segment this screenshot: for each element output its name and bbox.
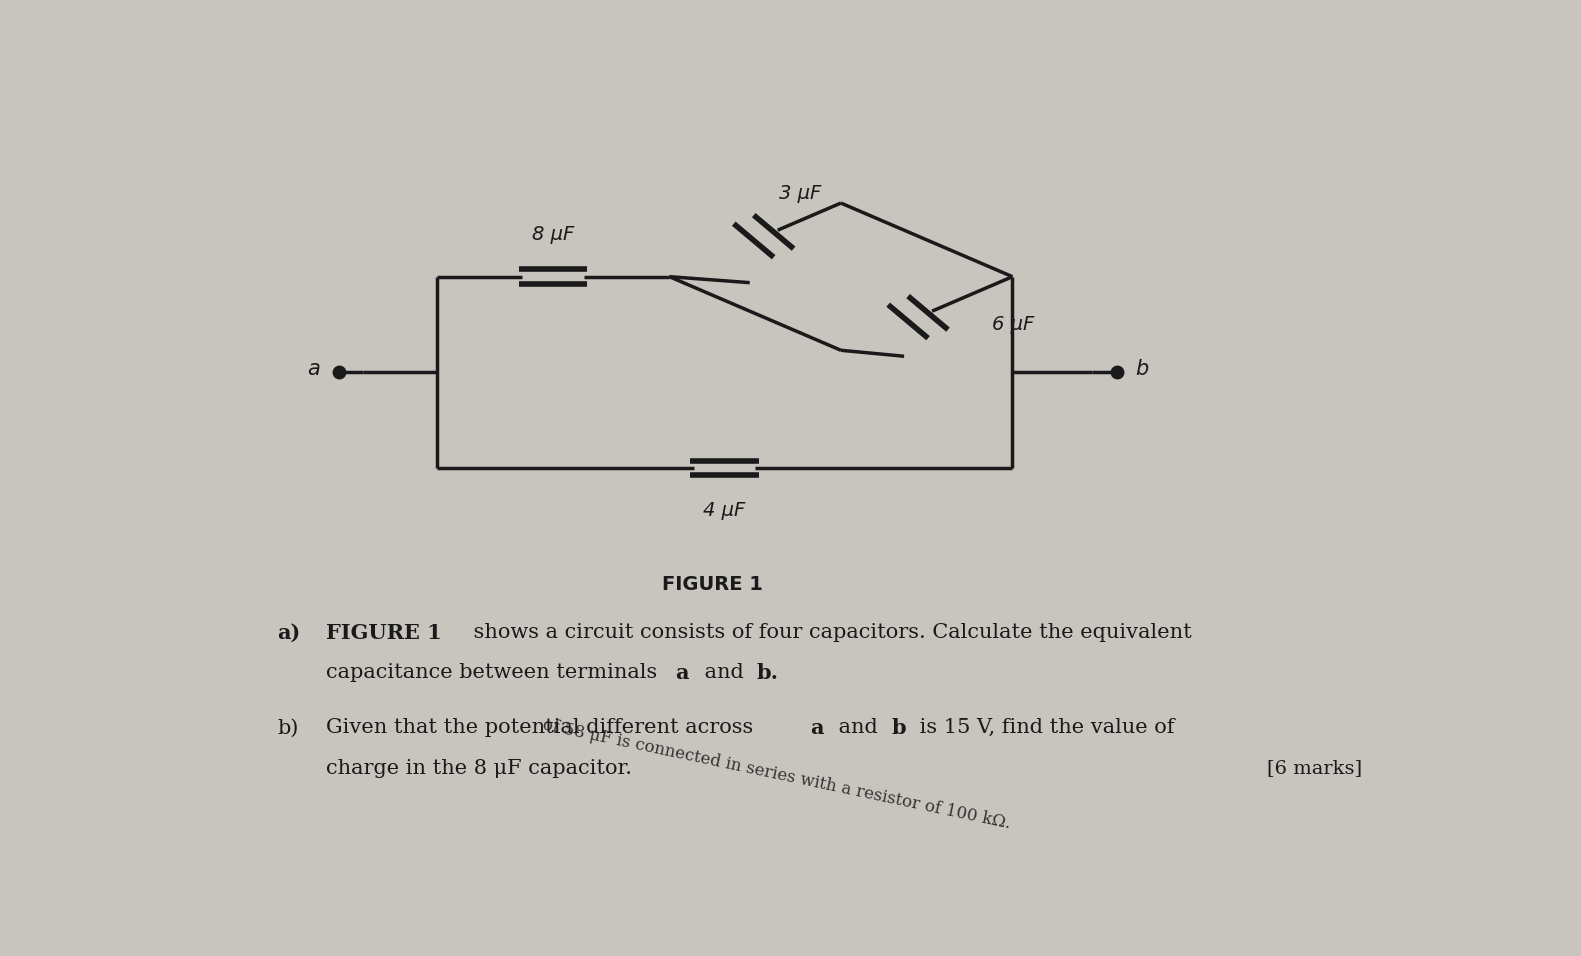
Text: b): b) [277,718,299,737]
Text: FIGURE 1: FIGURE 1 [326,622,443,642]
Text: 4 μF: 4 μF [704,501,746,520]
Text: FIGURE 1: FIGURE 1 [662,575,762,594]
Text: 3 μF: 3 μF [779,185,822,203]
Text: charge in the 8 μF capacitor.: charge in the 8 μF capacitor. [326,759,632,778]
Text: capacitance between terminals: capacitance between terminals [326,663,664,683]
Text: of 58 μF is connected in series with a resistor of 100 kΩ.: of 58 μF is connected in series with a r… [541,716,1012,833]
Text: a): a) [277,622,300,642]
Text: shows a circuit consists of four capacitors. Calculate the equivalent: shows a circuit consists of four capacit… [468,622,1192,641]
Text: 8 μF: 8 μF [531,225,574,244]
Text: [6 marks]: [6 marks] [1266,759,1361,777]
Text: b.: b. [756,663,778,684]
Text: b: b [892,718,906,738]
Text: and: and [697,663,749,683]
Text: is 15 V, find the value of: is 15 V, find the value of [914,718,1175,737]
Text: 6 μF: 6 μF [991,315,1034,334]
Text: b: b [1135,358,1148,379]
Text: a: a [811,718,824,738]
Text: a: a [307,358,319,379]
Text: and: and [832,718,885,737]
Text: a: a [675,663,689,684]
Text: Given that the potential different across: Given that the potential different acros… [326,718,760,737]
